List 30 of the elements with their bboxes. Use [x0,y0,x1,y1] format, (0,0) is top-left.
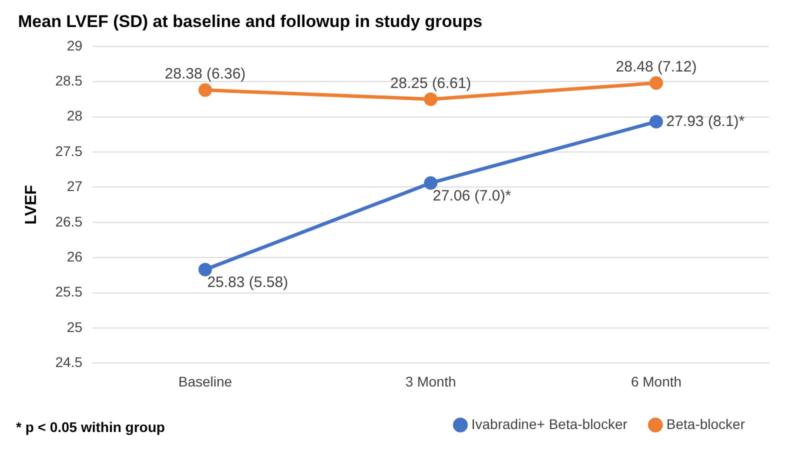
text: * p < 0.05 within group [16,418,165,435]
y-tick-label: 26.5 [55,213,83,230]
point [649,114,663,128]
x-tick-label: 3 Month [405,373,456,390]
y-tick-label: 28.5 [55,72,83,88]
data-label: 27.93 (8.1)* [666,112,745,130]
y-tick-label: 29 [66,37,83,54]
data-label: 27.06 (7.0)* [432,188,512,205]
legend-label: Beta-blocker [666,416,746,432]
y-tick-label: 27.5 [55,142,83,159]
y-tick-label: 25.5 [55,284,83,300]
data-label: 28.48 (7.12) [616,58,697,76]
data-label: 25.83 (5.58) [207,274,288,292]
y-axis-title: LVEF [23,184,40,225]
data-label: 28.38 (6.36) [164,66,246,83]
point [198,83,212,97]
y-tick-label: 27 [66,178,83,194]
y-tick-label: 28 [66,108,83,124]
legend-label: Ivabradine+ Beta-blocker [471,416,628,432]
point [424,176,438,190]
data-label: 28.25 (6.61) [390,74,472,92]
point [649,76,663,90]
y-tick-label: 25 [66,318,83,335]
x-tick-label: 6 Month [630,373,682,390]
y-tick-label: 26 [66,248,83,264]
chart-title: Mean LVEF (SD) at baseline and followup in study groups [18,12,482,31]
x-tick-label: Baseline [178,373,232,390]
y-tick-label: 24.5 [55,354,83,370]
point [198,262,212,276]
point [424,92,438,106]
